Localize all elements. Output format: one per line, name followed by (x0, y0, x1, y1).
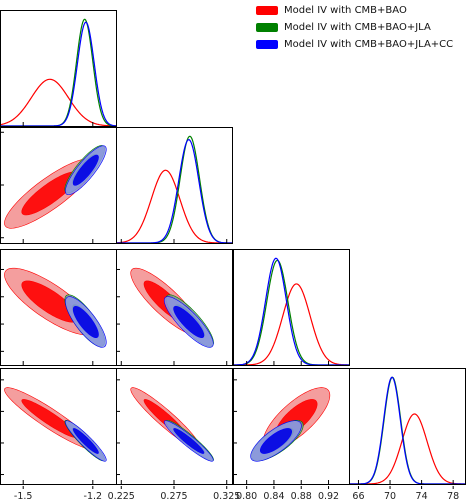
legend-swatch-blue (256, 39, 278, 49)
ellipse-68 (72, 428, 99, 454)
x-tick-label: 66 (352, 491, 364, 502)
x-tick-label: 0.88 (291, 491, 312, 502)
ellipse-68 (259, 428, 293, 454)
panel-frame (0, 10, 117, 127)
ellipse-68 (173, 428, 205, 454)
legend: Model IV with CMB+BAO Model IV with CMB+… (256, 2, 453, 53)
x-tick-label: 0.92 (318, 491, 339, 502)
contour-panel-2-1 (130, 267, 214, 348)
panel-frame (349, 368, 466, 485)
marginal-curve (116, 139, 232, 243)
marginal-curve (349, 413, 465, 484)
panel-frame (116, 249, 233, 366)
legend-label: Model IV with CMB+BAO+JLA (284, 21, 431, 33)
diagonal-panel-3 (349, 376, 465, 484)
legend-swatch-red (256, 5, 278, 15)
x-tick-label: 78 (447, 491, 459, 502)
diagonal-panel-0 (0, 18, 116, 126)
x-tick-label: -1.5 (14, 491, 33, 502)
contour-panel-3-1 (130, 387, 214, 462)
marginal-curve (233, 259, 349, 365)
marginal-curve (233, 283, 349, 365)
legend-swatch-green (256, 22, 278, 32)
marginal-curve (0, 21, 116, 126)
ellipse-68 (72, 154, 99, 186)
contour-panel-2-0 (4, 267, 107, 348)
x-tick-label: 0.225 (108, 491, 135, 502)
diagonal-panel-1 (116, 135, 232, 243)
ellipse-68 (21, 171, 79, 216)
ellipse-68 (173, 305, 205, 339)
ellipse-68 (72, 305, 99, 339)
marginal-curve (116, 135, 232, 243)
panel-frame (233, 249, 350, 366)
marginal-curve (349, 376, 465, 484)
marginal-curve (0, 18, 116, 126)
diagonal-panel-2 (233, 257, 349, 365)
panel-frame (116, 127, 233, 244)
marginal-curve (0, 78, 116, 126)
x-tick-label: -1.2 (84, 491, 103, 502)
contour-panel-3-2 (250, 387, 331, 462)
legend-item-cmb-bao-jla: Model IV with CMB+BAO+JLA (256, 19, 453, 35)
marginal-curve (116, 169, 232, 243)
legend-label: Model IV with CMB+BAO (284, 4, 407, 16)
marginal-curve (349, 376, 465, 484)
ellipse-68 (21, 399, 79, 438)
x-tick-label: 0.84 (263, 491, 284, 502)
contour-panel-3-0 (4, 387, 107, 462)
x-tick-label: 0.80 (236, 491, 257, 502)
contour-panel-1-0 (4, 145, 107, 229)
x-tick-label: 74 (416, 491, 428, 502)
legend-item-cmb-bao-jla-cc: Model IV with CMB+BAO+JLA+CC (256, 36, 453, 52)
x-tick-label: 70 (384, 491, 396, 502)
x-tick-label: 0.325 (213, 491, 240, 502)
x-tick-label: 0.275 (160, 491, 187, 502)
panel-frame (116, 368, 233, 485)
legend-label: Model IV with CMB+BAO+JLA+CC (284, 38, 454, 50)
marginal-curve (233, 257, 349, 365)
legend-item-cmb-bao: Model IV with CMB+BAO (256, 2, 453, 18)
